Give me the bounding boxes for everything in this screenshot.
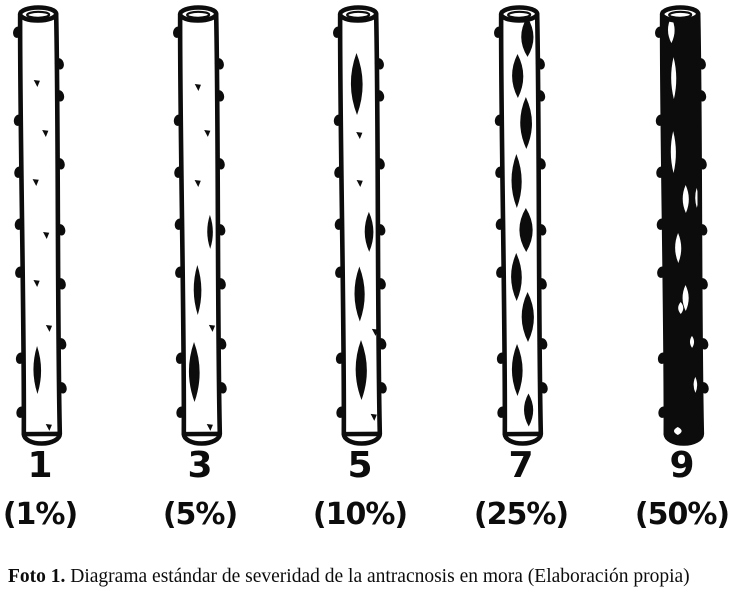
grade-label-7: 7 [508,445,534,486]
stem-drawing-grade-7 [493,5,548,446]
percent-label-50: (50%) [634,497,730,532]
stem-drawing-grade-9 [654,5,709,446]
grade-label-3: 3 [187,445,213,486]
percent-label-10: (10%) [312,497,408,532]
percent-label-1: (1%) [2,497,78,532]
figure-caption: Foto 1. Diagrama estándar de severidad d… [8,566,690,588]
caption-label: Foto 1. [8,566,66,587]
grade-label-9: 9 [669,445,695,486]
stem-drawing-grade-1 [12,5,67,446]
percent-label-5: (5%) [162,497,238,532]
stem-drawing-grade-5 [332,5,387,446]
percent-label-25: (25%) [473,497,569,532]
stem-drawing-grade-3 [172,5,227,446]
grade-label-5: 5 [347,445,373,486]
caption-body: Diagrama estándar de severidad de la ant… [65,566,690,587]
grade-label-1: 1 [27,445,53,486]
